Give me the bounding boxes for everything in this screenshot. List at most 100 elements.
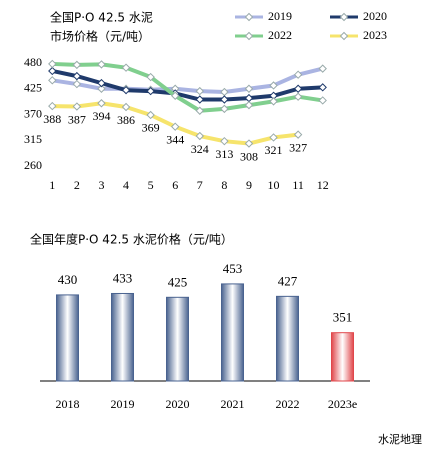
point-marker (269, 97, 278, 106)
point-marker (171, 91, 180, 100)
bar (276, 295, 299, 382)
point-marker (220, 87, 229, 97)
x-tick-label: 2 (74, 178, 80, 192)
x-tick-label: 11 (292, 178, 304, 192)
point-marker (121, 63, 131, 72)
x-tick-label: 2021 (221, 397, 245, 411)
x-tick-label: 10 (268, 178, 280, 192)
bar (111, 292, 134, 382)
x-tick-label: 1 (49, 178, 55, 192)
watermark: 水泥地理 (378, 433, 422, 446)
x-tick-label: 2019 (111, 397, 135, 411)
line-chart-subtitle: 市场价格（元/吨） (50, 29, 150, 44)
point-marker (48, 101, 57, 111)
data-label: 324 (191, 142, 209, 156)
legend-marker (244, 12, 254, 22)
data-label: 453 (223, 261, 243, 276)
x-tick-label: 6 (172, 178, 178, 192)
point-marker (269, 133, 278, 142)
legend-marker (244, 31, 254, 41)
point-marker (97, 60, 106, 69)
data-label: 344 (166, 132, 184, 146)
point-marker (72, 102, 82, 111)
point-marker (146, 86, 155, 96)
point-marker (244, 84, 254, 93)
point-marker (195, 86, 204, 96)
data-label: 394 (92, 109, 110, 123)
legend-label: 2020 (363, 9, 387, 23)
point-marker (97, 84, 106, 93)
point-marker (48, 59, 57, 69)
x-tick-label: 2022 (276, 397, 300, 411)
data-label: 427 (278, 273, 298, 288)
point-marker (72, 60, 82, 70)
bar (221, 283, 244, 382)
point-marker (146, 72, 155, 82)
bar (166, 296, 189, 382)
x-tick-label: 7 (197, 178, 203, 192)
y-tick-label: 260 (24, 158, 42, 172)
x-tick-label: 2018 (56, 397, 80, 411)
point-marker (48, 76, 57, 85)
data-label: 388 (43, 112, 61, 126)
series-line (51, 69, 323, 102)
series-line (51, 66, 324, 95)
point-marker (244, 139, 254, 148)
data-label: 387 (68, 112, 86, 126)
point-marker (121, 102, 131, 112)
point-marker (220, 95, 229, 104)
legend-marker (339, 12, 349, 22)
point-marker (318, 96, 327, 105)
y-tick-label: 480 (24, 55, 42, 69)
legend-label: 2019 (268, 9, 292, 23)
x-tick-label: 2020 (166, 397, 190, 411)
point-marker (195, 131, 204, 141)
y-tick-label: 315 (24, 132, 42, 146)
bar (331, 332, 354, 382)
data-label: 430 (58, 272, 78, 287)
point-marker (220, 104, 229, 114)
point-marker (293, 70, 303, 79)
data-label: 313 (215, 147, 233, 161)
point-marker (97, 78, 106, 88)
data-label: 425 (168, 274, 188, 289)
point-marker (244, 100, 254, 110)
point-marker (48, 66, 57, 76)
point-marker (195, 95, 204, 104)
legend-label: 2023 (363, 28, 387, 42)
data-label: 308 (240, 149, 258, 163)
x-tick-label: 8 (221, 178, 227, 192)
data-label: 351 (333, 310, 353, 325)
legend-marker (339, 31, 349, 41)
data-label: 369 (142, 121, 160, 135)
legend-label: 2022 (268, 28, 292, 42)
x-tick-label: 2023e (328, 397, 357, 411)
point-marker (220, 136, 229, 146)
x-tick-label: 5 (148, 178, 154, 192)
bar (56, 294, 79, 382)
point-marker (121, 85, 131, 95)
data-label: 321 (265, 143, 283, 157)
point-marker (318, 83, 327, 92)
point-marker (293, 84, 303, 93)
x-tick-label: 9 (246, 178, 252, 192)
data-label: 433 (113, 270, 133, 285)
point-marker (318, 64, 327, 73)
point-marker (171, 122, 180, 131)
point-marker (244, 93, 254, 103)
point-marker (269, 81, 278, 90)
data-label: 327 (289, 140, 307, 154)
point-marker (195, 106, 204, 115)
x-tick-label: 4 (123, 178, 129, 192)
x-tick-label: 3 (98, 178, 104, 192)
point-marker (293, 130, 303, 139)
x-tick-label: 12 (317, 178, 329, 192)
point-marker (72, 71, 82, 81)
point-marker (293, 92, 303, 101)
data-label: 386 (117, 113, 135, 127)
line-chart-title: 全国P·O 42.5 水泥 (50, 10, 153, 25)
point-marker (146, 110, 155, 120)
point-marker (97, 99, 106, 108)
y-tick-label: 425 (24, 81, 42, 95)
